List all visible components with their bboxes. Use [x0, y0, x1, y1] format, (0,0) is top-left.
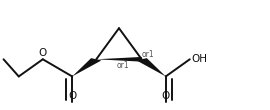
- Polygon shape: [96, 57, 142, 62]
- Text: O: O: [68, 91, 76, 101]
- Polygon shape: [137, 58, 166, 76]
- Text: or1: or1: [142, 50, 154, 59]
- Polygon shape: [72, 58, 101, 76]
- Text: or1: or1: [116, 61, 129, 70]
- Text: O: O: [162, 91, 170, 101]
- Text: O: O: [39, 48, 47, 58]
- Text: OH: OH: [191, 54, 207, 64]
